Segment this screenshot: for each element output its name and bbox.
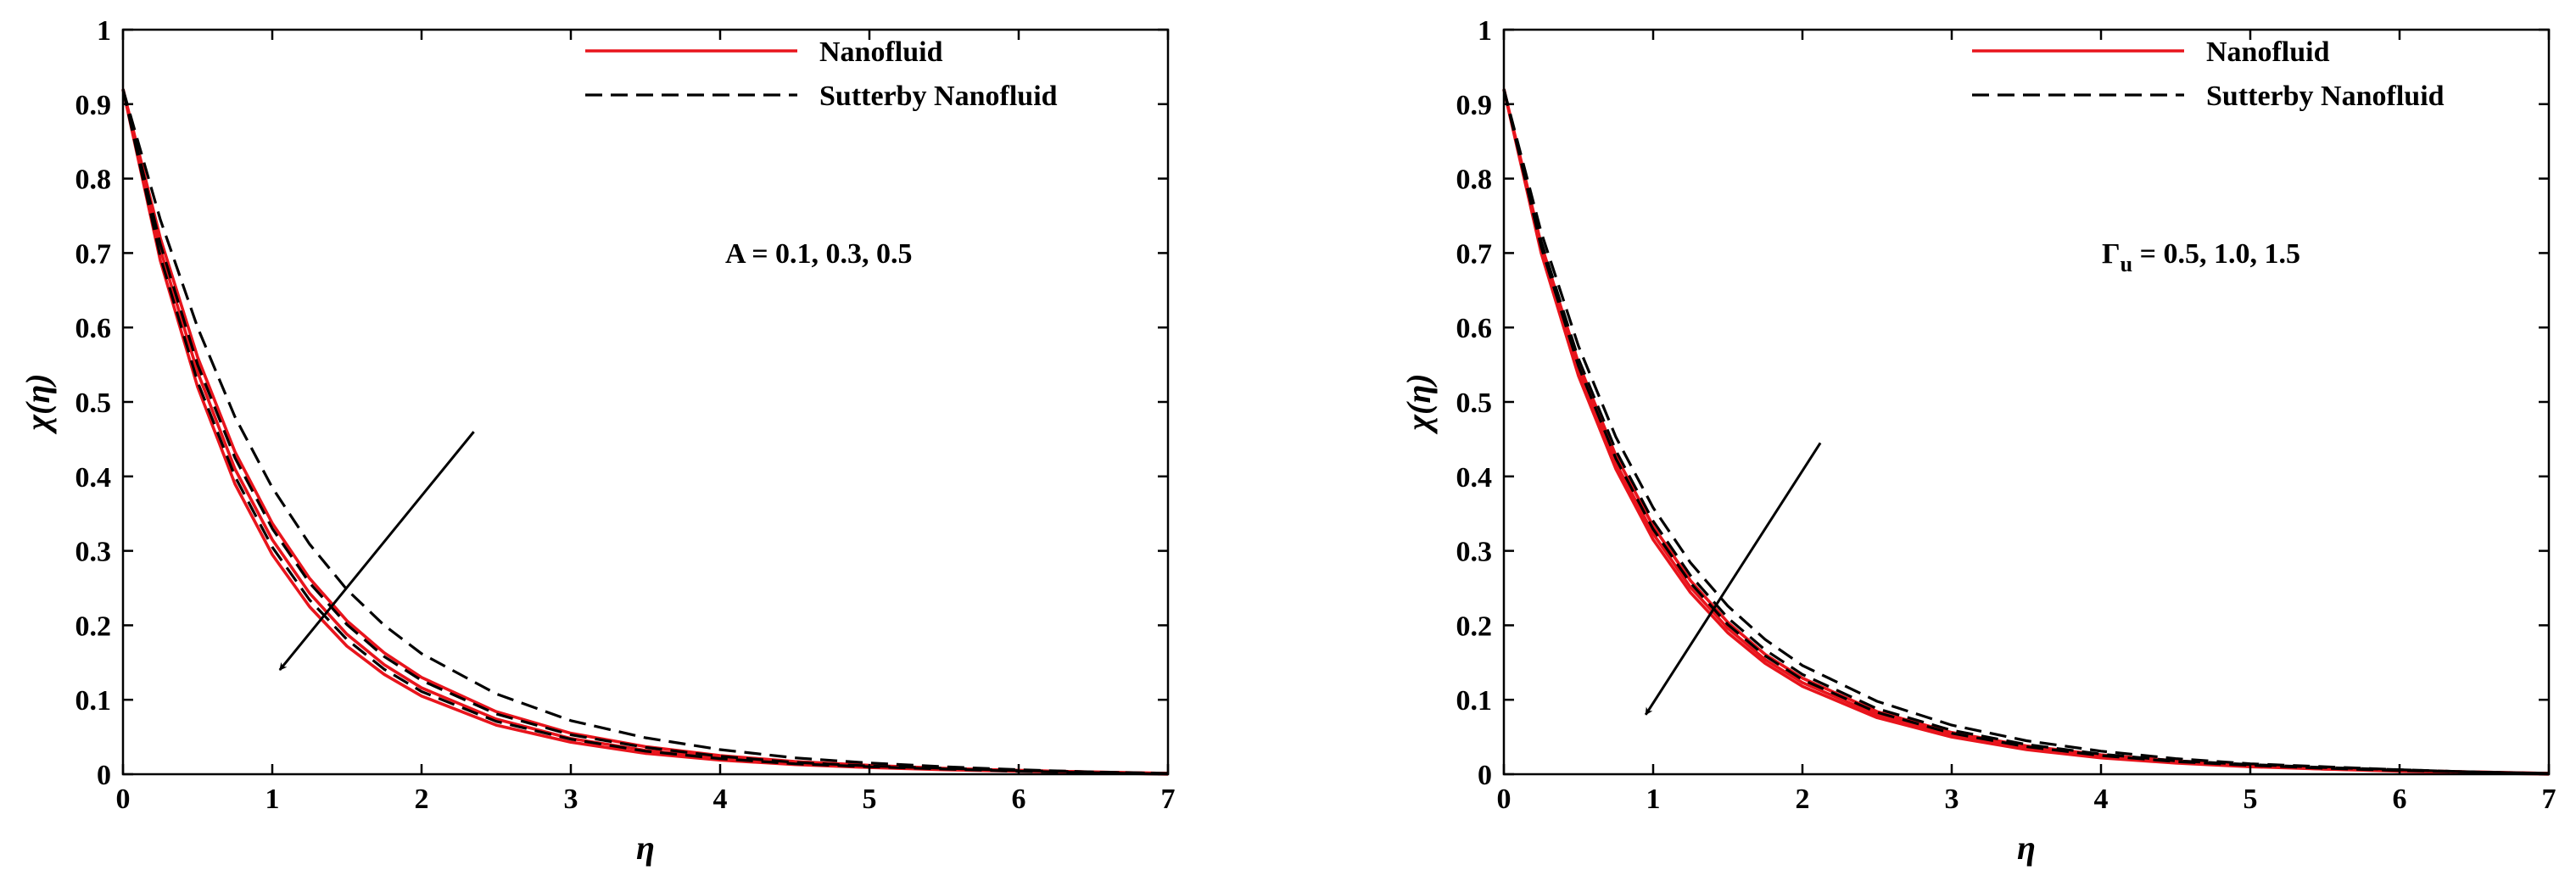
- y-tick-label: 0.4: [75, 462, 112, 494]
- y-tick-label: 1: [97, 15, 111, 47]
- series-line-2: [121, 88, 1169, 775]
- y-tick-label: 0.2: [1456, 611, 1493, 642]
- x-tick-label: 6: [2393, 784, 2407, 815]
- series-line-5: [121, 88, 1169, 775]
- y-tick-label: 0: [1478, 760, 1492, 791]
- right-chart: 0 1 2 3 4 5 6 7 0 0.1 0.2 0.3 0.4 0.5 0.6 0.7 0.8 0.9 1 η χ(…: [1400, 15, 2556, 867]
- x-tick-label: 7: [2542, 784, 2556, 815]
- y-axis-label: χ(η): [1400, 373, 1438, 434]
- y-tick-label: 0.8: [1456, 165, 1493, 196]
- parameter-annotation: A = 0.1, 0.3, 0.5: [725, 238, 913, 270]
- legend-label-1: Nanofluid: [819, 36, 943, 68]
- legend: Nanofluid Sutterby Nanofluid: [1972, 36, 2445, 112]
- series-line-5: [1502, 88, 2550, 775]
- y-tick-label: 0.6: [1456, 313, 1493, 344]
- y-tick-label: 0: [97, 760, 111, 791]
- series-line-3: [1502, 88, 2550, 775]
- trend-arrow: [278, 431, 475, 672]
- x-tick-label: 0: [1497, 784, 1512, 815]
- x-tick-label: 0: [116, 784, 131, 815]
- x-tick-label: 6: [1012, 784, 1026, 815]
- y-tick-label: 0.8: [75, 165, 112, 196]
- left-chart: 0 1 2 3 4 5 6 7 0 0.1 0.2 0.3 0.4 0.5 0.6 0.7 0.8 0.9 1 η χ(…: [19, 15, 1176, 867]
- parameter-annotation: Γu = 0.5, 1.0, 1.5: [2102, 238, 2300, 276]
- x-tick-label: 4: [2094, 784, 2109, 815]
- x-tick-label: 1: [1646, 784, 1661, 815]
- x-tick-label: 7: [1161, 784, 1176, 815]
- series-line-4: [121, 88, 1169, 776]
- series-line-6: [1502, 88, 2550, 775]
- y-tick-label: 0.2: [75, 611, 112, 642]
- series-line-3: [121, 88, 1169, 775]
- y-tick-label: 0.9: [75, 90, 112, 121]
- annotation-subscript: u: [2121, 252, 2132, 276]
- legend-label-2: Sutterby Nanofluid: [819, 81, 1058, 112]
- annotation-values: = 0.1, 0.3, 0.5: [745, 238, 913, 270]
- y-tick-label: 0.9: [1456, 90, 1493, 121]
- y-tick-label: 0.3: [75, 537, 112, 568]
- x-tick-label: 3: [1945, 784, 1959, 815]
- y-tick-label: 1: [1478, 15, 1492, 47]
- y-tick-label: 0.5: [1456, 388, 1493, 419]
- x-tick-label: 2: [1796, 784, 1810, 815]
- y-tick-label: 0.5: [75, 388, 112, 419]
- legend-label-1: Nanofluid: [2206, 36, 2330, 68]
- x-tick-label: 1: [265, 784, 280, 815]
- x-axis-label: η: [636, 828, 655, 867]
- y-tick-label: 0.1: [1456, 685, 1493, 717]
- y-tick-label: 0.3: [1456, 537, 1493, 568]
- series-line-4: [1502, 88, 2550, 775]
- y-tick-label: 0.6: [75, 313, 112, 344]
- series-line-2: [1502, 88, 2550, 775]
- annotation-values: = 0.5, 1.0, 1.5: [2132, 238, 2300, 270]
- x-tick-label: 3: [564, 784, 578, 815]
- annotation-symbol: Γ: [2102, 238, 2121, 270]
- x-tick-label: 5: [863, 784, 877, 815]
- y-tick-label: 0.7: [75, 238, 112, 270]
- series-line-6: [121, 88, 1169, 775]
- y-axis-label: χ(η): [19, 373, 57, 434]
- x-tick-label: 5: [2244, 784, 2258, 815]
- trend-arrow: [1644, 442, 1822, 716]
- y-tick-label: 0.4: [1456, 462, 1493, 494]
- x-axis-label: η: [2017, 828, 2036, 867]
- plot-frame: [1502, 28, 2551, 776]
- y-tick-label: 0.7: [1456, 238, 1493, 270]
- legend: Nanofluid Sutterby Nanofluid: [585, 36, 1058, 112]
- series-line-1: [121, 88, 1169, 776]
- x-tick-label: 4: [713, 784, 728, 815]
- plot-frame: [121, 28, 1170, 776]
- series-line-1: [1502, 88, 2550, 776]
- legend-label-2: Sutterby Nanofluid: [2206, 81, 2445, 112]
- annotation-symbol: A: [725, 238, 746, 270]
- x-tick-label: 2: [415, 784, 429, 815]
- y-tick-label: 0.1: [75, 685, 112, 717]
